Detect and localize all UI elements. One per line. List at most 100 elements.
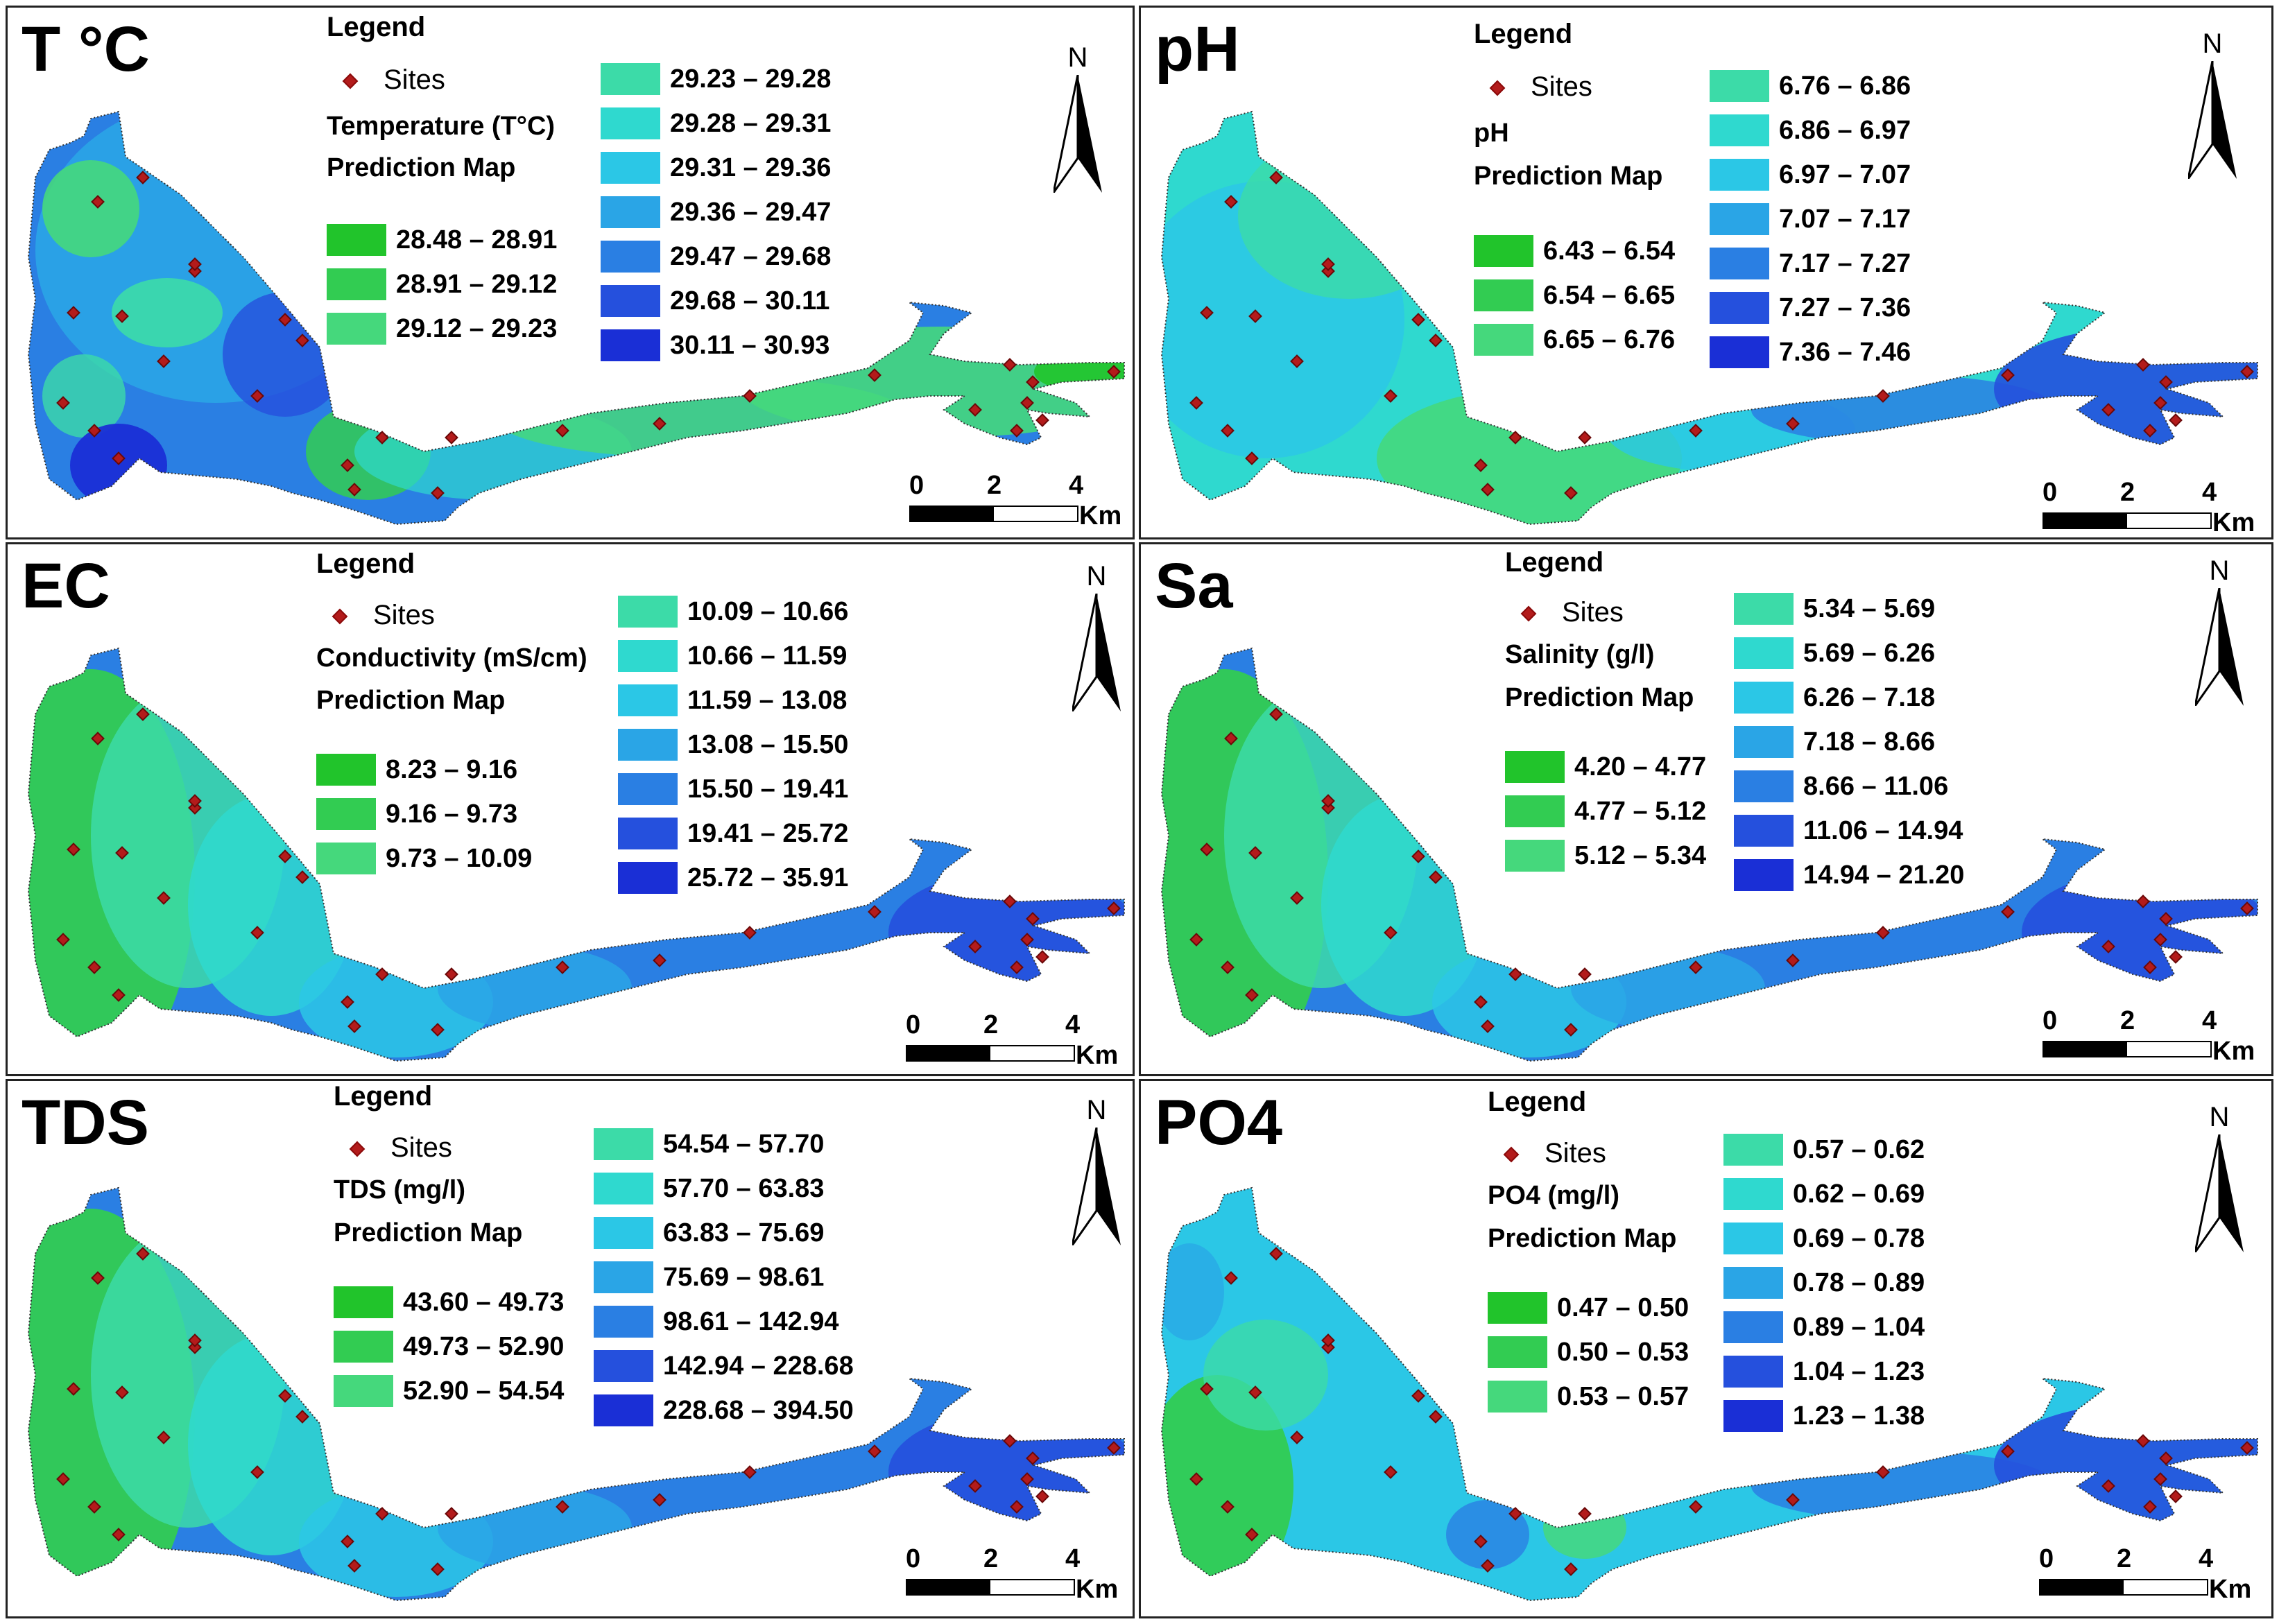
legend-class-5: 5.69 – 6.26 — [1734, 636, 1935, 671]
scale-tick: 2 — [983, 1010, 999, 1039]
legend-class-6: 29.31 – 29.36 — [601, 150, 831, 185]
sampling-site-marker — [653, 953, 666, 967]
sampling-site-marker — [1224, 1271, 1238, 1285]
legend-class-10: 30.11 – 30.93 — [601, 328, 829, 363]
legend-class-4: 6.76 – 6.86 — [1710, 69, 1911, 103]
sampling-site-marker — [1429, 334, 1443, 347]
sampling-site-marker — [1269, 1247, 1283, 1261]
legend-swatch — [1710, 159, 1769, 191]
sampling-site-marker — [1564, 1023, 1578, 1037]
sampling-site-marker — [1026, 912, 1040, 926]
panel-tds: TDS Legend Sites TDS (mg/l) Prediction M… — [6, 1079, 1135, 1618]
sampling-site-marker — [341, 1535, 354, 1548]
legend-range-label: 43.60 – 49.73 — [403, 1287, 565, 1317]
legend-range-label: 14.94 – 21.20 — [1803, 860, 1965, 890]
site-marker-icon — [1520, 606, 1537, 622]
sampling-site-marker — [1786, 417, 1800, 431]
legend-swatch — [594, 1128, 653, 1160]
north-arrow-icon — [1052, 74, 1102, 193]
legend-range-label: 29.28 – 29.31 — [670, 108, 832, 138]
legend-range-label: 19.41 – 25.72 — [687, 818, 849, 848]
panel-conductivity: EC Legend Sites Conductivity (mS/cm) Pre… — [6, 542, 1135, 1076]
legend-swatch — [334, 1375, 393, 1407]
sampling-site-marker — [743, 926, 757, 940]
legend-range-label: 28.91 – 29.12 — [396, 269, 558, 299]
sampling-site-marker — [1411, 1389, 1425, 1403]
panel-title: PO4 — [1155, 1087, 1283, 1158]
sampling-site-marker — [743, 1465, 757, 1479]
sampling-site-marker — [115, 1385, 129, 1399]
sampling-site-marker — [556, 960, 569, 974]
sampling-site-marker — [2101, 1479, 2115, 1493]
sampling-site-marker — [1508, 1507, 1522, 1521]
sampling-site-marker — [1020, 933, 1034, 947]
legend-range-label: 29.36 – 29.47 — [670, 197, 832, 227]
legend-range-label: 10.66 – 11.59 — [687, 641, 848, 671]
legend-class-10: 7.36 – 7.46 — [1710, 335, 1911, 370]
legend-range-label: 29.23 – 29.28 — [670, 64, 832, 94]
salinity-prediction-map — [1160, 647, 2258, 1062]
sampling-site-marker — [431, 1023, 445, 1037]
sampling-site-marker — [1689, 424, 1703, 438]
legend-class-1: 4.20 – 4.77 — [1505, 750, 1706, 784]
sampling-site-marker — [1429, 1410, 1443, 1424]
legend-swatch — [618, 862, 678, 894]
legend-range-label: 29.12 – 29.23 — [396, 313, 558, 343]
sampling-site-marker — [556, 424, 569, 438]
legend-range-label: 0.89 – 1.04 — [1793, 1312, 1925, 1342]
legend-class-8: 0.89 – 1.04 — [1723, 1310, 1925, 1345]
legend-range-label: 0.47 – 0.50 — [1557, 1293, 1689, 1322]
sampling-site-marker — [1010, 960, 1024, 974]
legend-range-label: 29.47 – 29.68 — [670, 241, 832, 271]
legend-swatch — [1734, 770, 1794, 802]
legend-swatch — [594, 1306, 653, 1338]
legend-class-4: 54.54 – 57.70 — [594, 1127, 824, 1161]
legend-variable-label: PO4 (mg/l) — [1488, 1181, 1620, 1210]
legend-class-1: 43.60 – 49.73 — [334, 1285, 564, 1320]
sampling-site-marker — [56, 396, 70, 410]
sampling-site-marker — [1003, 1434, 1017, 1448]
legend-swatch — [1710, 70, 1769, 102]
legend-class-8: 8.66 – 11.06 — [1734, 769, 1948, 804]
sampling-site-marker — [1224, 195, 1238, 209]
sampling-site-marker — [278, 849, 292, 863]
legend-class-3: 52.90 – 54.54 — [334, 1374, 564, 1408]
legend-range-label: 7.18 – 8.66 — [1803, 727, 1936, 757]
sampling-site-marker — [1321, 1333, 1335, 1347]
north-arrow-icon — [2194, 587, 2244, 707]
sampling-site-marker — [1578, 431, 1592, 444]
sampling-site-marker — [1035, 1489, 1049, 1503]
legend-swatch — [601, 107, 660, 139]
legend-variable-label: pH — [1474, 119, 1509, 148]
legend-swatch — [618, 729, 678, 761]
legend-swatch — [316, 843, 376, 874]
sampling-site-marker — [250, 389, 264, 403]
scale-unit: Km — [1079, 501, 1122, 530]
legend-variable-label: Conductivity (mS/cm) — [316, 643, 587, 673]
sampling-site-marker — [157, 1431, 171, 1444]
legend-range-label: 9.73 – 10.09 — [386, 843, 533, 873]
sampling-site-marker — [188, 1340, 202, 1354]
scale-unit: Km — [1076, 1575, 1119, 1604]
sampling-site-marker — [1248, 846, 1262, 860]
legend-class-2: 6.54 – 6.65 — [1474, 278, 1675, 313]
sampling-site-marker — [1564, 1562, 1578, 1576]
scale-unit: Km — [2209, 1575, 2252, 1604]
sampling-site-marker — [2101, 403, 2115, 417]
sampling-site-marker — [2169, 1489, 2183, 1503]
sampling-site-marker — [1010, 424, 1024, 438]
legend-class-6: 63.83 – 75.69 — [594, 1216, 824, 1250]
ph-prediction-map — [1160, 110, 2258, 526]
sampling-site-marker — [1221, 1500, 1235, 1514]
site-marker-icon — [342, 74, 359, 89]
scale-unit: Km — [1076, 1041, 1119, 1070]
legend-swatch — [1734, 859, 1794, 891]
sampling-site-marker — [431, 1562, 445, 1576]
site-marker-icon — [1503, 1147, 1520, 1163]
sampling-site-marker — [1474, 1535, 1488, 1548]
panel-title: Sa — [1155, 551, 1233, 621]
sampling-site-marker — [868, 905, 882, 919]
sampling-site-marker — [2240, 365, 2254, 379]
legend-range-label: 142.94 – 228.68 — [663, 1351, 854, 1381]
sampling-site-marker — [1876, 1465, 1890, 1479]
